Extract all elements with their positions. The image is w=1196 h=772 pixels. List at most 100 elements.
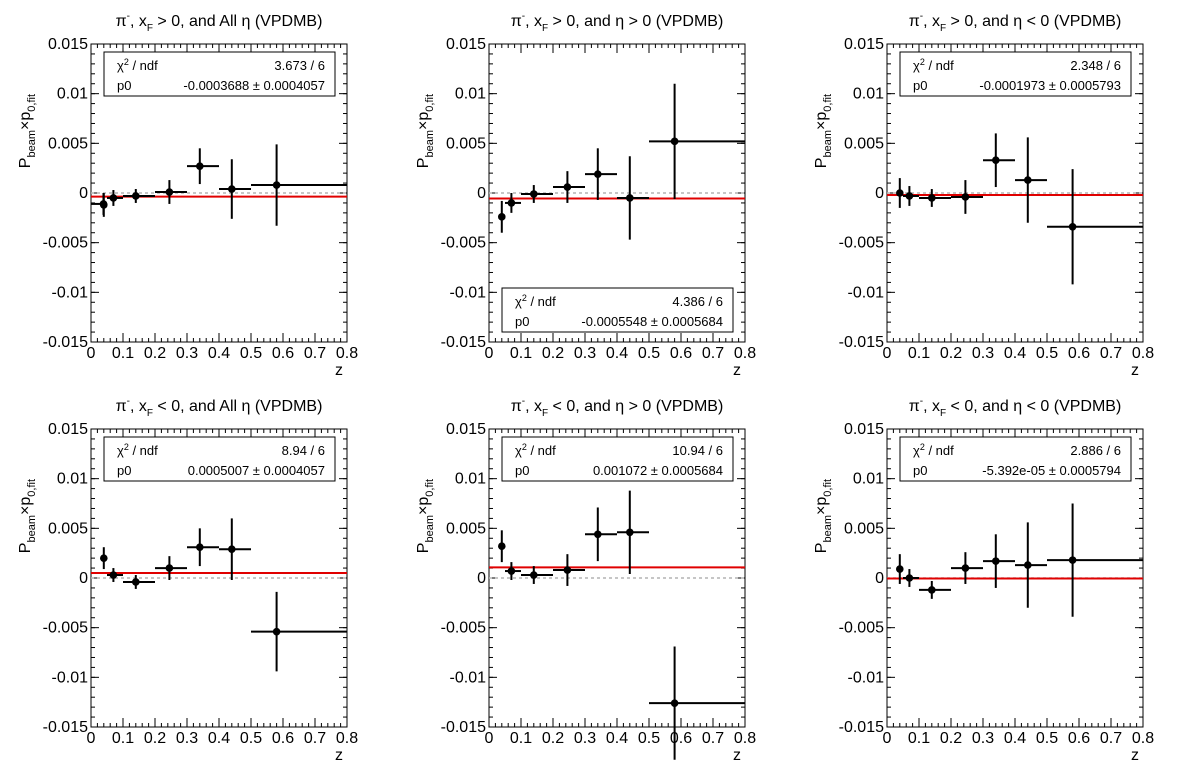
x-tick-label: 0 [883, 345, 892, 362]
x-tick-label: 0.4 [208, 345, 230, 362]
stats-chi2-symbol: χ [515, 443, 522, 458]
data-point-5 [155, 180, 187, 204]
x-axis-title: z [733, 747, 741, 764]
stats-chi2-label: χ2 / ndf [117, 442, 158, 458]
y-title-part: P [415, 543, 432, 554]
stats-chi2-superscript: 2 [522, 293, 527, 303]
data-point-7 [1047, 503, 1143, 617]
title-part: > 0, and All η (VPDMB) [153, 13, 322, 30]
y-tick-label: 0.005 [48, 520, 88, 537]
data-point-5 [983, 133, 1015, 188]
data-point-3 [919, 580, 951, 599]
stats-chi2-value: 2.886 / 6 [1070, 443, 1121, 458]
x-axis-title: z [1131, 747, 1139, 764]
x-tick-label: 0.6 [272, 730, 294, 747]
data-marker [992, 156, 1000, 165]
y-title-part: P [415, 158, 432, 169]
chart-panel-4: π-, xF < 0, and All η (VPDMB)-0.015-0.01… [17, 396, 358, 764]
y-tick-label: 0.015 [48, 421, 88, 438]
y-tick-label: 0.015 [844, 421, 884, 438]
title-part: > 0, and η < 0 (VPDMB) [946, 13, 1121, 30]
data-point-7 [1047, 169, 1143, 285]
data-point-5 [983, 534, 1015, 588]
data-point-1 [896, 554, 904, 584]
x-tick-label: 0.8 [336, 345, 358, 362]
y-tick-label: -0.015 [43, 719, 88, 736]
title-part: , x [525, 13, 542, 30]
title-superscript: - [920, 396, 923, 407]
panel-title: π-, xF > 0, and η > 0 (VPDMB) [511, 11, 724, 34]
data-marker [1024, 561, 1032, 569]
x-tick-label: 0.6 [1068, 730, 1090, 747]
x-tick-label: 0 [485, 730, 494, 747]
data-marker [961, 193, 970, 201]
y-tick-label: -0.005 [441, 235, 486, 252]
title-superscript: - [920, 11, 923, 22]
y-tick-label: 0.015 [446, 421, 486, 438]
stats-box: χ2 / ndf 3.673 / 6 p0 -0.0003688 ± 0.000405… [103, 51, 336, 97]
y-title-part: ×p [415, 497, 432, 515]
y-axis-title: Pbeam×p0,fit [415, 94, 436, 168]
data-marker [132, 192, 140, 200]
data-marker [132, 578, 140, 586]
x-tick-label: 0.5 [638, 345, 660, 362]
title-superscript: - [522, 11, 525, 22]
chart-panel-1: π-, xF > 0, and All η (VPDMB)-0.015-0.01… [17, 11, 358, 379]
data-point-5 [585, 507, 617, 562]
stats-chi2-superscript: 2 [124, 57, 129, 67]
x-tick-label: 0.3 [972, 345, 994, 362]
stats-box: χ2 / ndf 2.886 / 6 p0 -5.392e-05 ± 0.000579… [899, 436, 1132, 482]
stats-p0-value: -0.0003688 ± 0.0004057 [183, 78, 325, 93]
data-marker [896, 565, 904, 573]
stats-chi2-value: 3.673 / 6 [274, 58, 325, 73]
data-marker [928, 586, 936, 594]
data-point-5 [187, 528, 219, 567]
y-tick-label: -0.015 [441, 719, 486, 736]
x-tick-label: 0.7 [702, 345, 724, 362]
stats-chi2-symbol: χ [515, 294, 522, 309]
panel-title: π-, xF < 0, and All η (VPDMB) [116, 396, 323, 419]
data-marker [228, 545, 236, 553]
title-subscript: F [147, 23, 153, 34]
data-marker [196, 162, 204, 170]
stats-chi2-value: 8.94 / 6 [282, 443, 325, 458]
stats-p0-value: -0.0005548 ± 0.0005684 [581, 314, 723, 329]
y-tick-label: 0.005 [844, 520, 884, 537]
data-marker [594, 170, 602, 178]
y-tick-label: 0.005 [446, 135, 486, 152]
data-point-3 [107, 190, 123, 206]
x-tick-label: 0.2 [542, 345, 564, 362]
data-point-2 [100, 193, 108, 217]
x-tick-label: 0.6 [1068, 345, 1090, 362]
title-part: π [511, 13, 522, 30]
data-point-7 [251, 591, 347, 672]
y-tick-label: -0.015 [839, 334, 884, 351]
stats-p0-label: p0 [913, 463, 927, 478]
stats-box: χ2 / ndf 10.94 / 6 p0 0.001072 ± 0.0005684 [501, 436, 734, 482]
x-tick-label: 0.2 [940, 730, 962, 747]
y-tick-label: 0 [79, 185, 88, 202]
title-superscript: - [522, 396, 525, 407]
data-point-2 [903, 186, 919, 206]
stats-box-frame [103, 51, 336, 97]
x-tick-label: 0.5 [240, 730, 262, 747]
y-tick-label: 0.01 [853, 471, 884, 488]
data-point-1 [498, 200, 506, 233]
stats-chi2-superscript: 2 [522, 442, 527, 452]
x-tick-label: 0 [485, 345, 494, 362]
data-point-6 [617, 156, 649, 240]
stats-chi2-label: χ2 / ndf [913, 442, 954, 458]
y-tick-label: -0.005 [839, 235, 884, 252]
title-part: , x [923, 13, 940, 30]
stats-chi2-superscript: 2 [920, 57, 925, 67]
panel-title: π-, xF > 0, and All η (VPDMB) [116, 11, 323, 34]
stats-p0-label: p0 [515, 314, 529, 329]
y-title-part: P [17, 158, 34, 169]
x-tick-label: 0.7 [1100, 730, 1122, 747]
title-part: π [511, 398, 522, 415]
x-tick-label: 0.1 [510, 345, 532, 362]
y-title-part: P [17, 543, 34, 554]
y-title-part: P [813, 543, 830, 554]
data-point-6 [1015, 522, 1047, 608]
x-tick-label: 0.7 [1100, 345, 1122, 362]
